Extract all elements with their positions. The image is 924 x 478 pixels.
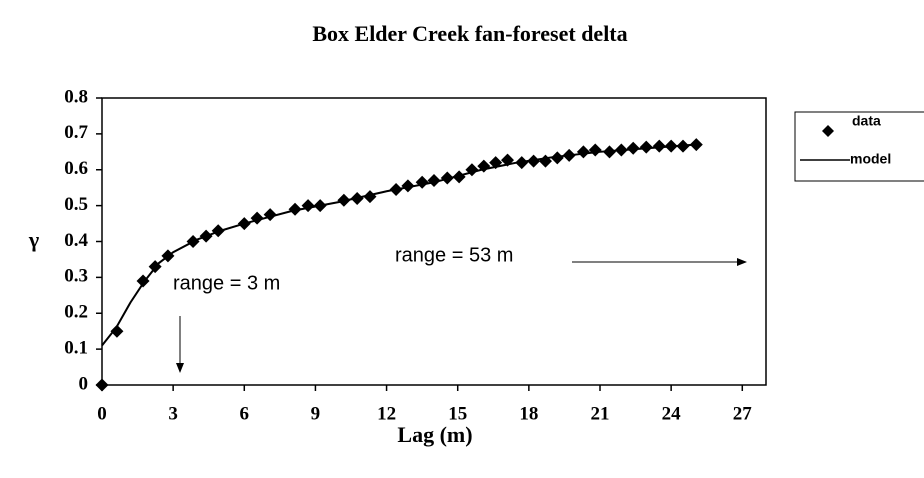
legend-label: data: [852, 113, 881, 129]
data-point: [161, 249, 175, 263]
data-point: [237, 217, 251, 231]
data-point: [337, 193, 351, 207]
data-point: [550, 151, 564, 165]
x-axis-label: Lag (m): [397, 422, 472, 447]
data-point: [110, 324, 124, 338]
x-tick-label: 21: [591, 403, 610, 424]
data-point: [639, 140, 653, 154]
x-tick-label: 6: [240, 403, 250, 424]
data-point: [477, 159, 491, 173]
y-tick-label: 0: [79, 373, 89, 394]
y-tick-label: 0.1: [64, 337, 88, 358]
legend-label: model: [850, 151, 891, 167]
data-point: [263, 208, 277, 222]
data-point: [389, 182, 403, 196]
data-point: [576, 145, 590, 159]
data-point: [363, 190, 377, 204]
data-point: [301, 199, 315, 213]
legend-marker: [822, 125, 834, 137]
data-point: [588, 143, 602, 157]
data-point: [689, 138, 703, 152]
data-point: [199, 229, 213, 243]
data-point: [626, 141, 640, 155]
y-tick-label: 0.4: [64, 230, 88, 251]
x-tick-label: 18: [519, 403, 538, 424]
data-point: [186, 235, 200, 248]
data-point: [250, 211, 264, 225]
data-point: [136, 274, 150, 288]
legend-box: [794, 111, 924, 182]
y-tick-label: 0.8: [64, 86, 88, 107]
annotation: range = 53 m: [395, 244, 513, 266]
data-point: [614, 143, 628, 157]
data-point: [562, 148, 576, 162]
annotation: range = 3 m: [173, 272, 280, 294]
x-tick-label: 15: [448, 403, 467, 424]
data-point: [148, 260, 162, 274]
data-point: [288, 202, 302, 216]
x-tick-label: 0: [97, 403, 107, 424]
data-point: [95, 378, 109, 392]
data-point: [676, 139, 690, 153]
plot-frame: [101, 97, 767, 386]
data-point: [602, 145, 616, 159]
x-tick-label: 27: [733, 403, 753, 424]
y-tick-label: 0.3: [64, 266, 88, 287]
y-tick-label: 0.5: [64, 194, 88, 215]
x-tick-label: 9: [311, 403, 321, 424]
data-point: [664, 139, 678, 153]
data-point: [501, 153, 515, 167]
data-point: [350, 191, 364, 205]
x-tick-label: 24: [662, 403, 682, 424]
data-point: [313, 199, 327, 213]
data-point: [211, 224, 225, 238]
data-point: [538, 154, 552, 168]
data-point: [427, 174, 441, 188]
y-tick-label: 0.2: [64, 302, 88, 323]
chart-title: Box Elder Creek fan-foreset delta: [312, 21, 627, 46]
data-point: [527, 154, 541, 168]
y-tick-label: 0.7: [64, 122, 88, 143]
data-point: [465, 163, 479, 177]
data-point: [415, 175, 429, 189]
y-axis-label: γ: [28, 227, 39, 252]
data-point: [452, 170, 466, 184]
x-tick-label: 3: [168, 403, 178, 424]
data-point: [515, 156, 529, 170]
data-point: [489, 156, 503, 170]
x-tick-label: 12: [377, 403, 396, 424]
data-point: [440, 171, 454, 185]
y-tick-label: 0.6: [64, 158, 88, 179]
data-point: [401, 179, 415, 193]
data-point: [652, 139, 666, 153]
